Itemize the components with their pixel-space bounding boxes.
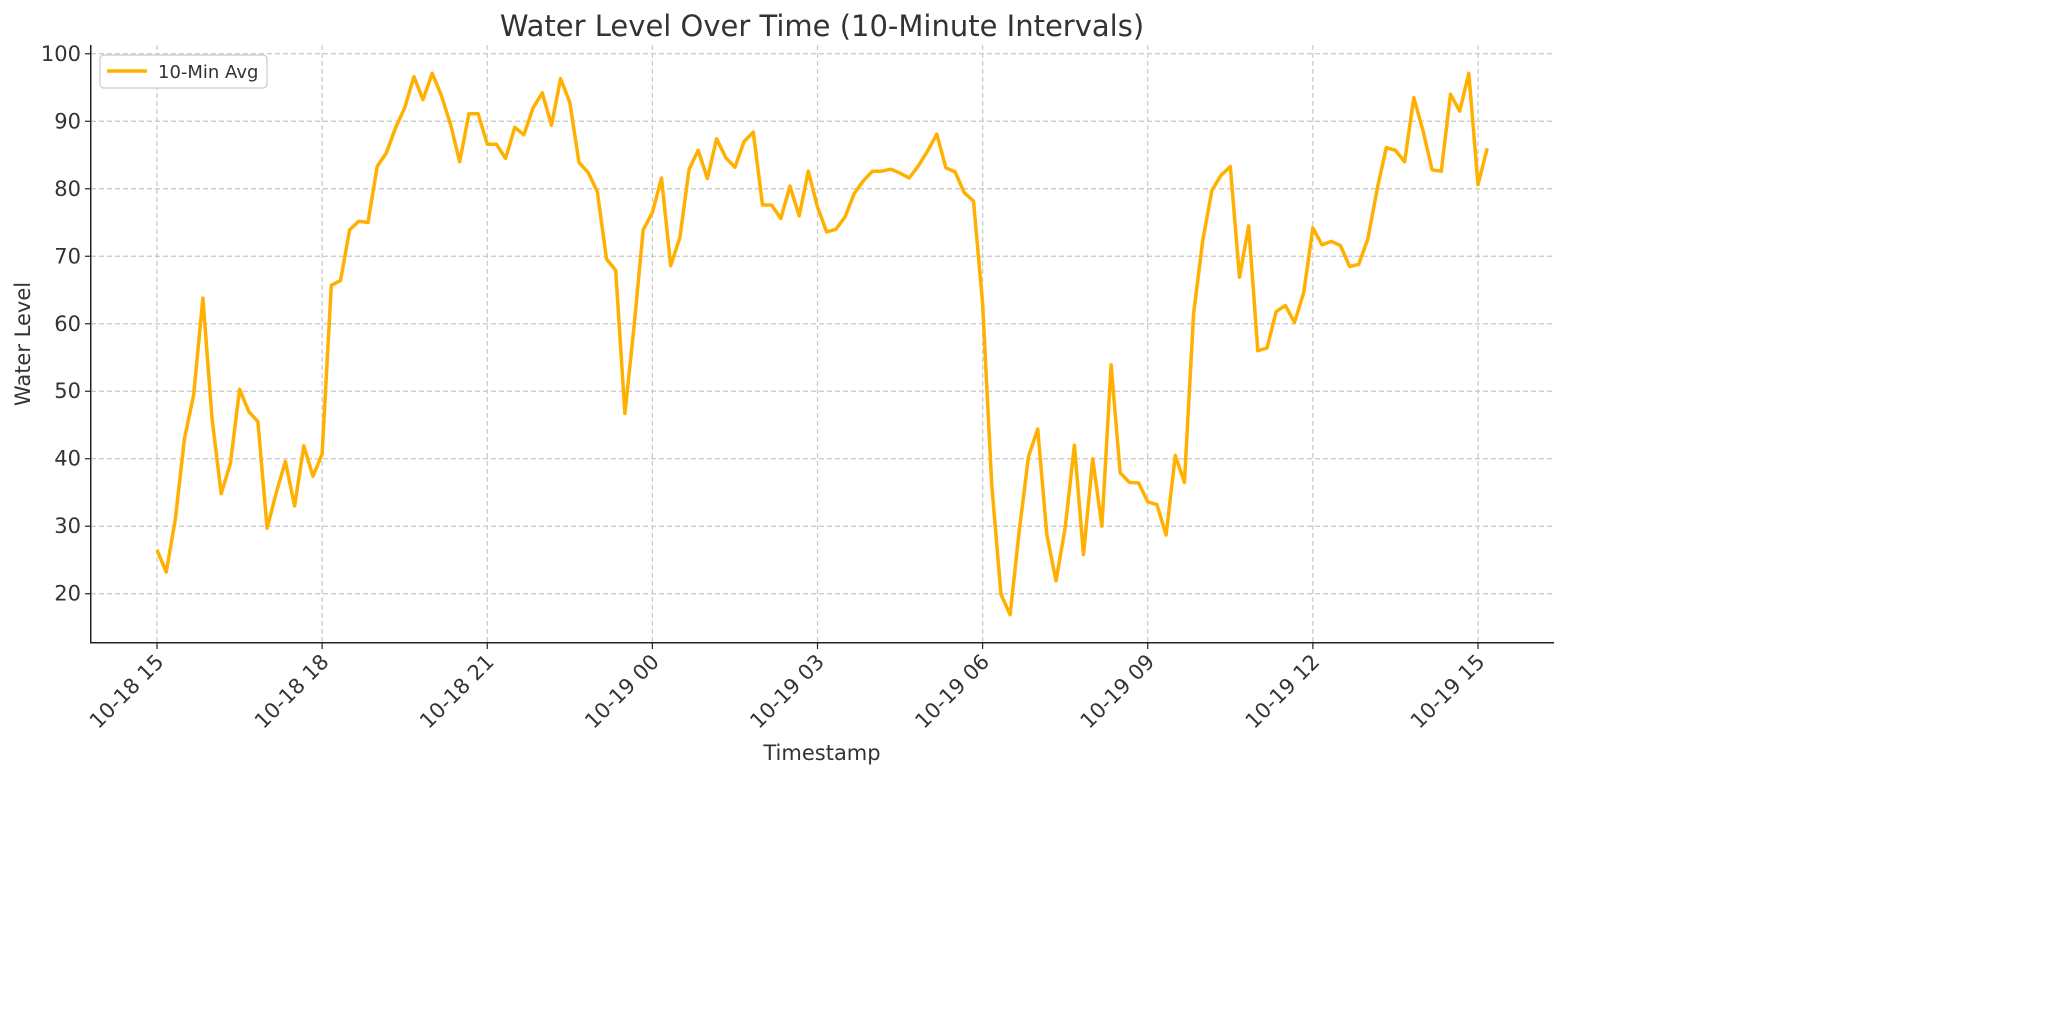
axes-frame-left	[90, 45, 92, 643]
x-tick-label: 10-18 21	[415, 650, 499, 734]
axes-frame-bottom	[90, 642, 1554, 644]
x-axis-label: Timestamp	[762, 741, 880, 765]
y-tick-label: 30	[54, 514, 81, 538]
y-axis-label: Water Level	[11, 282, 35, 406]
y-tick-label: 50	[54, 379, 81, 403]
grid	[91, 45, 1554, 643]
legend: 10-Min Avg	[99, 54, 268, 89]
x-tick-label: 10-18 15	[85, 650, 169, 734]
x-tick-label: 10-19 03	[745, 650, 829, 734]
y-axis: 20 30 40 50 60 70 80 90 100	[41, 42, 91, 606]
x-tick-label: 10-19 06	[910, 650, 994, 734]
x-axis: 10-18 15 10-18 18 10-18 21 10-19 00 10-19 03…	[85, 643, 1490, 733]
x-tick-label: 10-18 18	[250, 650, 334, 734]
x-tick-label: 10-19 00	[580, 650, 664, 734]
x-tick-label: 10-19 15	[1406, 650, 1490, 734]
chart-title: Water Level Over Time (10-Minute Interva…	[500, 9, 1144, 43]
x-tick-label: 10-19 09	[1076, 650, 1160, 734]
y-tick-label: 90	[54, 109, 81, 133]
y-tick-label: 40	[54, 447, 81, 471]
y-tick-label: 80	[54, 177, 81, 201]
legend-label: 10-Min Avg	[158, 62, 258, 83]
y-tick-label: 20	[54, 582, 81, 606]
series-line-10-min-avg	[155, 71, 1489, 617]
y-tick-label: 70	[54, 244, 81, 268]
y-tick-label: 100	[41, 42, 81, 66]
y-tick-label: 60	[54, 312, 81, 336]
x-tick-label: 10-19 12	[1241, 650, 1325, 734]
legend-box	[99, 54, 268, 89]
